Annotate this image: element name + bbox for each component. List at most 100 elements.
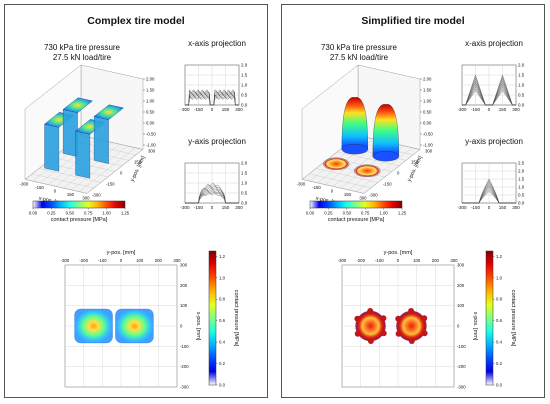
panel-title: Complex tire model: [87, 15, 185, 27]
simplified-yproj-ytick-label: 0.0: [518, 201, 525, 206]
complex-y-tick-label: -300: [92, 192, 101, 197]
simplified-xproj-xtick-label: 0: [488, 107, 491, 112]
simplified-pressure-peak: [372, 104, 399, 157]
complex-map-colorbar-label: contact pressure [MPa]: [233, 290, 239, 347]
simplified-yproj-ytick-label: 2.0: [518, 169, 525, 174]
complex-yproj-ytick-label: 0.0: [241, 201, 248, 206]
simplified-h-colorbar-tick-label: 0.25: [324, 211, 333, 216]
simplified-map-ytick-label: 0: [457, 324, 460, 329]
simplified-z-tick-label: 2.00: [423, 77, 432, 82]
simplified-map-xtick-label: 200: [432, 258, 440, 263]
complex-map-xtick-label: 100: [136, 258, 144, 263]
complex-z-tick-label: -1.00: [146, 143, 156, 148]
complex-z-tick-label: -0.50: [146, 132, 156, 137]
simplified-xproj-xtick-label: 300: [512, 107, 520, 112]
simplified-z-tick-label: 1.00: [423, 99, 432, 104]
simplified-map-ytick-label: -100: [457, 344, 466, 349]
x-projection-title: x-axis projection: [188, 39, 246, 48]
complex-yproj-series-line: [185, 183, 239, 204]
simplified-y-tick-label: 300: [425, 148, 433, 153]
simplified-map-top-label: y-pos. [mm]: [384, 250, 413, 256]
simplified-map-colorbar: [485, 250, 494, 386]
complex-map-ytick-label: 100: [180, 303, 188, 308]
complex-map-xtick-label: -100: [98, 258, 107, 263]
simplified-h-colorbar-label: contact pressure [MPa]: [328, 217, 385, 223]
complex-map-colorbar-tick-label: 0.0: [219, 383, 226, 388]
complex-map-colorbar-tick-label: 1.2: [219, 254, 226, 259]
simplified-yproj-ytick-label: 1.0: [518, 185, 525, 190]
simplified-map-xtick-label: -200: [356, 258, 365, 263]
simplified-yproj-ytick-label: 1.5: [518, 177, 525, 182]
simplified-y-tick-label: 150: [411, 159, 419, 164]
complex-map-xtick-label: 300: [173, 258, 181, 263]
complex-map-colorbar-tick-label: 0.2: [219, 361, 226, 366]
complex-map-xtick-label: 200: [155, 258, 163, 263]
complex-z-tick-label: 2.00: [146, 77, 155, 82]
simplified-y-tick-label: 0: [397, 170, 400, 175]
complex-map-colorbar-tick-label: 0.8: [219, 297, 226, 302]
simplified-yproj-ytick-label: 2.5: [518, 161, 525, 166]
complex-xproj-plot: 2.0 1.5 1.0 0.5 0.0 -300 -150 0 150 300: [180, 63, 247, 112]
pressure-condition: 730 kPa tire pressure: [43, 43, 121, 52]
simplified-peak-base: [341, 144, 368, 155]
simplified-x-tick-label: 300: [359, 195, 367, 200]
complex-h-colorbar-tick-label: 0.75: [84, 211, 93, 216]
simplified-x-tick-label: 150: [344, 192, 352, 197]
simplified-x-tick-label: -300: [297, 181, 306, 186]
complex-map-colorbar-tick-label: 1.0: [219, 275, 226, 280]
simplified-xproj-xtick-label: 150: [499, 107, 507, 112]
complex-z-tick-label: 0.00: [146, 121, 155, 126]
simplified-h-colorbar-tick-label: 0.50: [343, 211, 352, 216]
simplified-yproj-xtick-label: 300: [512, 205, 520, 210]
x-projection-title: x-axis projection: [465, 39, 523, 48]
complex-xproj-xtick-label: 300: [235, 107, 243, 112]
complex-pressure-block-side: [93, 116, 109, 164]
simplified-h-colorbar-tick-label: 0.75: [361, 211, 370, 216]
complex-pressure-block-top: [93, 104, 124, 120]
complex-map-colorbar-tick-label: 0.6: [219, 318, 226, 323]
complex-h-colorbar-tick-label: 0.25: [47, 211, 56, 216]
simplified-xproj-ytick-label: 0.0: [518, 103, 525, 108]
complex-yproj-xtick-label: 300: [235, 205, 243, 210]
simplified-xproj-xtick-label: -300: [457, 107, 467, 112]
complex-xproj-series-line: [185, 89, 239, 106]
complex-y-tick-label: -150: [106, 181, 115, 186]
complex-map-xtick-label: 0: [120, 258, 123, 263]
simplified-pressure-peak: [341, 97, 368, 150]
simplified-pressure-ring: [353, 164, 381, 178]
complex-z-tick-label: 1.50: [146, 88, 155, 93]
simplified-h-colorbar: [309, 200, 403, 209]
complex-xproj-xtick-label: -300: [180, 107, 190, 112]
complex-y-tick-label: 0: [120, 170, 123, 175]
simplified-patch-lobe: [395, 330, 402, 337]
complex-h-colorbar-tick-label: 1.25: [121, 211, 130, 216]
complex-xproj-ytick-label: 0.0: [241, 103, 248, 108]
simplified-patch-lobe: [421, 330, 428, 337]
simplified-x-tick-label: 0: [331, 188, 334, 193]
simplified-map-ytick-label: -300: [457, 385, 466, 390]
simplified-map-xtick-label: 300: [450, 258, 458, 263]
complex-map-ytick-label: -100: [180, 344, 189, 349]
simplified-peak-base: [372, 151, 399, 162]
complex-h-colorbar: [32, 200, 126, 209]
simplified-z-tick-label: -1.00: [423, 143, 433, 148]
complex-pressure-block-top: [62, 97, 93, 113]
simplified-yproj-xtick-label: -300: [457, 205, 467, 210]
complex-map-xtick-label: -200: [79, 258, 88, 263]
simplified-z-tick-label: -0.50: [423, 132, 433, 137]
complex-pressure-block-side: [75, 130, 91, 179]
simplified-patch-lobe: [367, 337, 374, 344]
complex-model-panel: Complex tire model 730 kPa tire pressure…: [4, 4, 268, 398]
complex-xproj-ytick-label: 1.5: [241, 73, 248, 78]
complex-map-colorbar-tick-label: 0.4: [219, 340, 226, 345]
complex-z-tick-label: 0.50: [146, 110, 155, 115]
simplified-contact-patch: [355, 310, 386, 342]
simplified-xproj-xtick-label: -150: [471, 107, 481, 112]
simplified-h-colorbar-tick-label: 1.00: [379, 211, 388, 216]
complex-yproj-xtick-label: 150: [222, 205, 230, 210]
complex-yproj-ytick-label: 1.5: [241, 171, 248, 176]
simplified-yproj-xtick-label: 150: [499, 205, 507, 210]
complex-floor-grid: [79, 147, 136, 192]
